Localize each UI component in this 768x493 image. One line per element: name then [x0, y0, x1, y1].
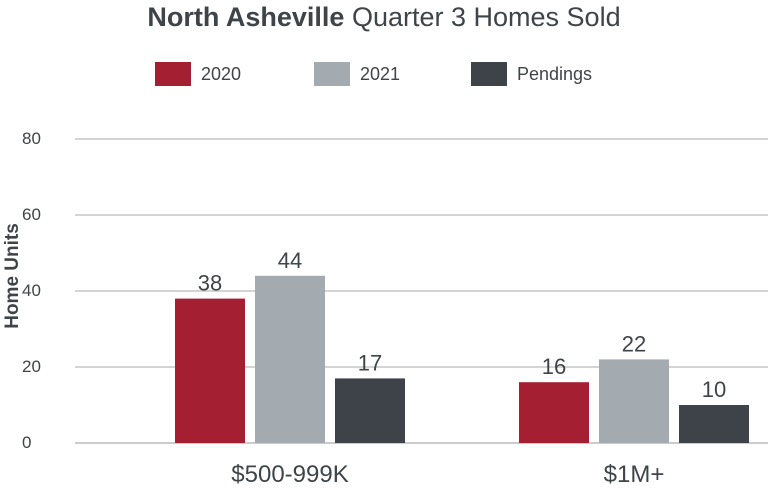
bar-2021-1 — [599, 359, 669, 443]
legend-swatch-pendings — [471, 62, 507, 86]
x-category-label-0: $500-999K — [231, 461, 348, 488]
y-tick-label-0: 0 — [22, 433, 31, 452]
legend-label-2021: 2021 — [360, 63, 401, 84]
bar-2020-0 — [175, 298, 245, 443]
bar-pendings-0 — [335, 378, 405, 443]
data-label-2020-0: 38 — [198, 271, 222, 296]
legend-item-2020: 2020 — [155, 62, 241, 86]
chart-title: North Asheville Quarter 3 Homes Sold — [0, 2, 768, 33]
chart-legend: 2020 2021 Pendings — [0, 62, 768, 88]
data-label-pendings-1: 10 — [702, 377, 726, 402]
bar-2021-0 — [255, 275, 325, 443]
legend-label-pendings: Pendings — [517, 63, 593, 84]
legend-item-2021: 2021 — [314, 62, 400, 86]
data-label-2021-0: 44 — [278, 248, 302, 273]
x-category-label-1: $1M+ — [604, 461, 665, 488]
y-tick-label-40: 40 — [22, 281, 41, 300]
chart-title-bold: North Asheville — [147, 2, 345, 32]
data-label-pendings-0: 17 — [358, 350, 382, 375]
data-label-2020-1: 16 — [542, 354, 566, 379]
data-label-2021-1: 22 — [622, 331, 646, 356]
legend-item-pendings: Pendings — [471, 62, 592, 86]
bar-2020-1 — [519, 382, 589, 443]
y-tick-label-80: 80 — [22, 129, 41, 148]
y-axis-label: Home Units — [2, 223, 23, 329]
bar-pendings-1 — [679, 405, 749, 443]
legend-swatch-2021 — [314, 62, 350, 86]
legend-swatch-2020 — [155, 62, 191, 86]
chart-title-rest: Quarter 3 Homes Sold — [351, 2, 621, 32]
y-tick-label-20: 20 — [22, 357, 41, 376]
legend-label-2020: 2020 — [201, 63, 242, 84]
y-tick-label-60: 60 — [22, 205, 41, 224]
